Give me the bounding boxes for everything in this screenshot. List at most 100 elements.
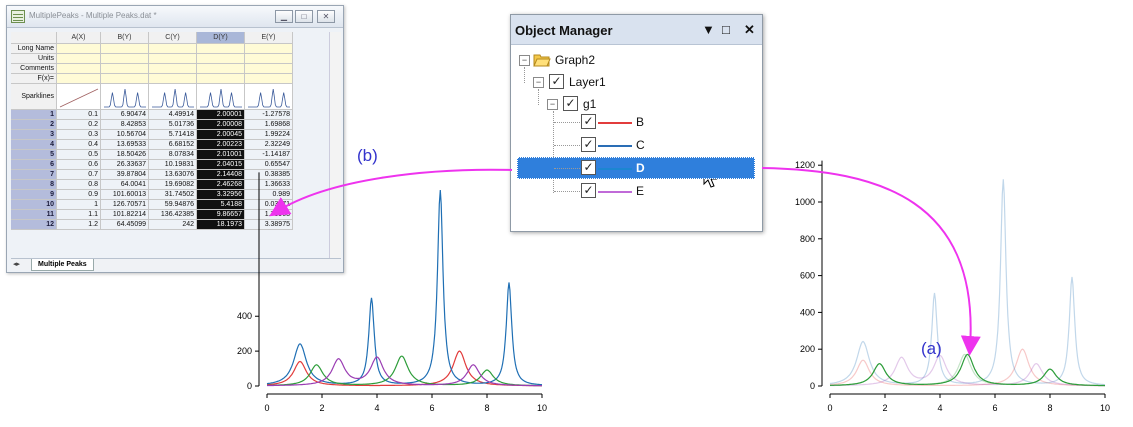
plot-checkbox[interactable]: ✓: [581, 137, 596, 152]
table-cell[interactable]: 9.86657: [197, 210, 245, 220]
table-cell[interactable]: 2.04015: [197, 160, 245, 170]
collapse-layer-toggle[interactable]: −: [533, 77, 544, 88]
row-number[interactable]: 11: [11, 210, 57, 220]
table-cell[interactable]: 1.99224: [245, 130, 293, 140]
row-number[interactable]: 2: [11, 120, 57, 130]
table-cell[interactable]: 242: [149, 220, 197, 230]
table-cell[interactable]: 31.74502: [149, 190, 197, 200]
plot-checkbox[interactable]: ✓: [581, 183, 596, 198]
table-cell[interactable]: 18.1973: [197, 220, 245, 230]
plot-checkbox[interactable]: ✓: [581, 160, 596, 175]
tab-nav-arrows-icon[interactable]: ◂▸: [13, 261, 21, 268]
table-cell[interactable]: 8.42853: [101, 120, 149, 130]
column-header[interactable]: D(Y): [197, 32, 245, 44]
table-cell[interactable]: 0.8: [57, 180, 101, 190]
label-cell[interactable]: [101, 44, 149, 54]
row-number[interactable]: 6: [11, 160, 57, 170]
label-cell[interactable]: [101, 54, 149, 64]
label-cell[interactable]: [57, 74, 101, 84]
table-cell[interactable]: 1.2: [57, 220, 101, 230]
worksheet-window[interactable]: MultiplePeaks - Multiple Peaks.dat * ▁ □…: [6, 5, 344, 273]
selected-row-highlight[interactable]: [517, 157, 755, 179]
table-cell[interactable]: 101.82214: [101, 210, 149, 220]
column-header[interactable]: E(Y): [245, 32, 293, 44]
row-number[interactable]: 1: [11, 110, 57, 120]
table-cell[interactable]: 0.6: [57, 160, 101, 170]
label-cell[interactable]: [57, 54, 101, 64]
table-cell[interactable]: 10.56704: [101, 130, 149, 140]
label-cell[interactable]: [57, 64, 101, 74]
group-checkbox[interactable]: ✓: [563, 96, 578, 111]
table-cell[interactable]: 64.45099: [101, 220, 149, 230]
label-cell[interactable]: [101, 64, 149, 74]
sparkline-cell[interactable]: [245, 84, 293, 110]
table-cell[interactable]: 101.60013: [101, 190, 149, 200]
table-cell[interactable]: 126.70571: [101, 200, 149, 210]
table-cell[interactable]: 26.33637: [101, 160, 149, 170]
table-cell[interactable]: 1.1: [57, 210, 101, 220]
label-cell[interactable]: [149, 54, 197, 64]
row-number[interactable]: 5: [11, 150, 57, 160]
row-number[interactable]: 10: [11, 200, 57, 210]
label-cell[interactable]: [197, 64, 245, 74]
sheet-tab-multiple-peaks[interactable]: Multiple Peaks: [31, 259, 94, 271]
label-cell[interactable]: [197, 44, 245, 54]
table-cell[interactable]: 1.69868: [245, 120, 293, 130]
plot-checkbox[interactable]: ✓: [581, 114, 596, 129]
table-cell[interactable]: 13.63076: [149, 170, 197, 180]
table-cell[interactable]: 3.38975: [245, 220, 293, 230]
table-cell[interactable]: 0.2: [57, 120, 101, 130]
row-number[interactable]: 4: [11, 140, 57, 150]
label-cell[interactable]: [197, 54, 245, 64]
label-cell[interactable]: [57, 44, 101, 54]
tree-item-layer1[interactable]: Layer1: [569, 75, 606, 89]
table-cell[interactable]: 2.14408: [197, 170, 245, 180]
table-cell[interactable]: 59.94876: [149, 200, 197, 210]
table-cell[interactable]: 0.3: [57, 130, 101, 140]
table-cell[interactable]: 19.69082: [149, 180, 197, 190]
table-cell[interactable]: 2.00008: [197, 120, 245, 130]
table-cell[interactable]: 2.00223: [197, 140, 245, 150]
label-cell[interactable]: [245, 64, 293, 74]
tree-item-plot[interactable]: D: [636, 161, 645, 175]
table-cell[interactable]: 5.71418: [149, 130, 197, 140]
table-cell[interactable]: -1.27578: [245, 110, 293, 120]
sparkline-cell[interactable]: [101, 84, 149, 110]
row-number[interactable]: 9: [11, 190, 57, 200]
row-number[interactable]: 8: [11, 180, 57, 190]
maximize-button[interactable]: □: [295, 10, 313, 23]
table-cell[interactable]: 8.07834: [149, 150, 197, 160]
column-header[interactable]: C(Y): [149, 32, 197, 44]
corner-cell[interactable]: [11, 32, 57, 44]
table-cell[interactable]: 1: [57, 200, 101, 210]
close-panel-button[interactable]: ✕: [744, 22, 755, 37]
close-button[interactable]: ✕: [317, 10, 335, 23]
label-cell[interactable]: [245, 44, 293, 54]
table-cell[interactable]: 0.5: [57, 150, 101, 160]
label-cell[interactable]: [245, 74, 293, 84]
table-cell[interactable]: 10.19831: [149, 160, 197, 170]
table-cell[interactable]: 2.00001: [197, 110, 245, 120]
table-cell[interactable]: 2.46268: [197, 180, 245, 190]
float-window-button[interactable]: □: [722, 22, 730, 37]
dropdown-arrow-icon[interactable]: ▼: [702, 22, 715, 37]
row-number[interactable]: 7: [11, 170, 57, 180]
table-cell[interactable]: 64.0041: [101, 180, 149, 190]
table-cell[interactable]: 6.90474: [101, 110, 149, 120]
row-number[interactable]: 12: [11, 220, 57, 230]
table-cell[interactable]: 0.1: [57, 110, 101, 120]
tree-item-plot[interactable]: B: [636, 115, 645, 129]
tree-item-g1[interactable]: g1: [583, 97, 597, 111]
table-cell[interactable]: -1.14187: [245, 150, 293, 160]
sparkline-cell[interactable]: [197, 84, 245, 110]
tree-item-plot[interactable]: C: [636, 138, 645, 152]
table-cell[interactable]: 2.01001: [197, 150, 245, 160]
worksheet-titlebar[interactable]: MultiplePeaks - Multiple Peaks.dat * ▁ □…: [7, 6, 343, 28]
table-cell[interactable]: 13.69533: [101, 140, 149, 150]
label-cell[interactable]: [149, 74, 197, 84]
table-cell[interactable]: 136.42385: [149, 210, 197, 220]
table-cell[interactable]: 0.9: [57, 190, 101, 200]
minimize-button[interactable]: ▁: [275, 10, 293, 23]
table-cell[interactable]: 0.65547: [245, 160, 293, 170]
sparkline-cell[interactable]: [149, 84, 197, 110]
